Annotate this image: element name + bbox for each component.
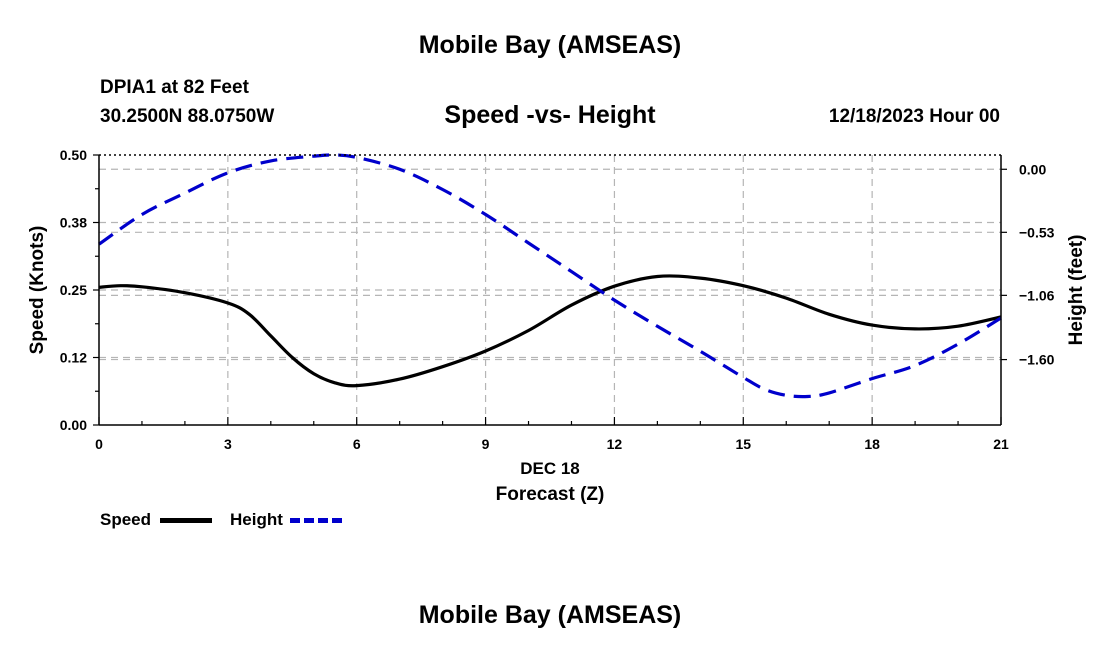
x-tick-label: 12 [607, 436, 623, 452]
x-tick-label: 9 [482, 436, 490, 452]
axes [93, 154, 1007, 426]
station-label: DPIA1 at 82 Feet [100, 77, 249, 98]
series-lines [98, 153, 1002, 399]
y-right-tick-label: 0.00 [1019, 161, 1046, 177]
station-coords: 30.2500N 88.0750W [100, 106, 275, 127]
y-axis-left-title: Speed (Knots) [27, 226, 48, 355]
y-left-tick-label: 0.38 [60, 215, 87, 231]
x-axis-date-label: DEC 18 [520, 459, 580, 478]
x-tick-label: 0 [95, 436, 103, 452]
y-left-tick-label: 0.00 [60, 417, 87, 433]
y-right-tick-label: −0.53 [1019, 224, 1055, 240]
page-title: Mobile Bay (AMSEAS) [418, 31, 682, 59]
y-right-tick-label: −1.06 [1019, 287, 1055, 303]
grid-lines [99, 155, 1001, 425]
legend-swatch-speed [160, 518, 212, 523]
tick-labels: 0 3 6 9 12 15 18 21 0.00 0.12 0.25 0.38 0.50 0.00 −0.5… [60, 147, 1055, 452]
legend-label-height: Height [230, 510, 283, 529]
y-left-tick-label: 0.50 [60, 147, 87, 163]
x-tick-label: 3 [224, 436, 232, 452]
series-line-speed [98, 274, 1002, 388]
x-tick-label: 18 [864, 436, 880, 452]
x-tick-label: 21 [993, 436, 1009, 452]
y-left-tick-label: 0.12 [60, 350, 87, 366]
x-tick-label: 15 [735, 436, 751, 452]
series-line-height [98, 153, 1002, 399]
y-right-tick-label: −1.60 [1019, 352, 1055, 368]
forecast-date: 12/18/2023 Hour 00 [828, 106, 1000, 127]
x-axis-title: Forecast (Z) [496, 484, 605, 505]
x-tick-label: 6 [353, 436, 361, 452]
speed-height-chart: 0 3 6 9 12 15 18 21 0.00 0.12 0.25 0.38 0.50 0.00 −0.5… [27, 147, 1087, 505]
legend-swatch-height [290, 518, 342, 523]
y-axis-right-title: Height (feet) [1066, 235, 1087, 346]
chart-title: Speed -vs- Height [444, 101, 656, 129]
y-left-tick-label: 0.25 [60, 282, 87, 298]
footer-title: Mobile Bay (AMSEAS) [418, 601, 682, 629]
legend-label-speed: Speed [100, 510, 152, 529]
